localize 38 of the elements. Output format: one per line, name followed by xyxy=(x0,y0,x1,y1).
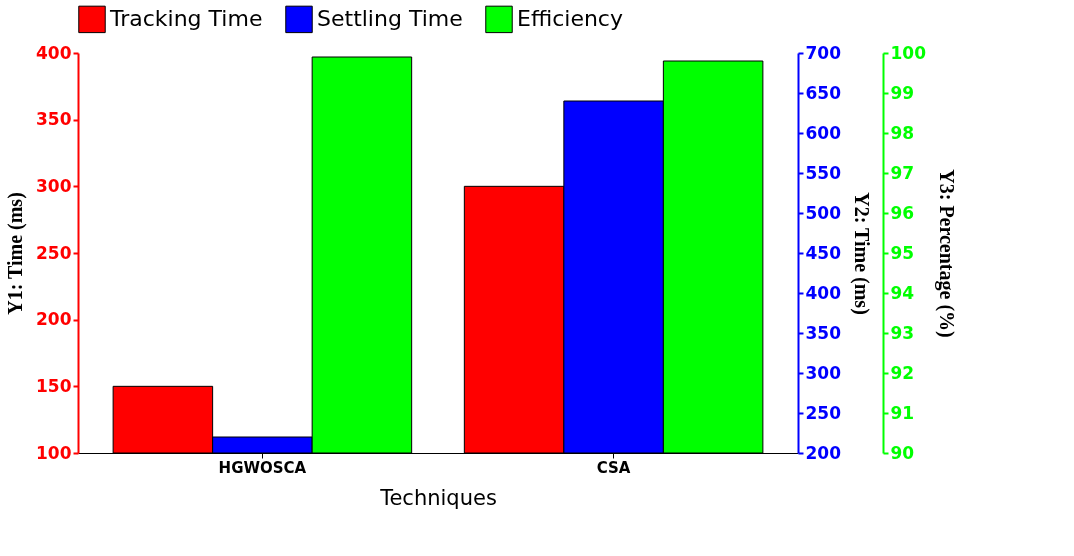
x-tick-label: HGWOSCA xyxy=(218,458,307,477)
y3-tick-label: 94 xyxy=(890,282,915,303)
y-tick-label: 300 xyxy=(36,175,72,196)
y2-tick-label: 250 xyxy=(805,402,842,423)
y3-tick-label: 96 xyxy=(890,202,915,223)
y2-tick-label: 700 xyxy=(805,42,842,63)
y2-tick-label: 550 xyxy=(805,162,842,183)
y2-tick-label: 400 xyxy=(805,282,842,303)
y2-tick-label: 650 xyxy=(805,82,842,103)
y3-axis-title: Y3: Percentage (%) xyxy=(934,169,958,338)
x-axis-title: Techniques xyxy=(379,485,497,510)
y3-tick-label: 100 xyxy=(890,42,927,63)
y2-tick-label: 600 xyxy=(805,122,842,143)
y-tick-label: 200 xyxy=(36,309,72,330)
legend-label: Efficiency xyxy=(517,6,623,32)
y2-tick-label: 450 xyxy=(805,242,842,263)
legend-label: Tracking Time xyxy=(109,6,263,32)
y3-tick-label: 99 xyxy=(890,82,915,103)
y-tick-label: 100 xyxy=(36,442,72,463)
y2-tick-label: 200 xyxy=(805,442,842,463)
y-axis-title: Y1: Time (ms) xyxy=(4,192,28,315)
y3-tick-label: 98 xyxy=(890,122,915,143)
y-tick-label: 150 xyxy=(36,375,72,396)
y2-tick-label: 350 xyxy=(805,322,842,343)
y-tick-label: 400 xyxy=(36,42,72,63)
y3-tick-label: 90 xyxy=(890,442,915,463)
legend-label: Settling Time xyxy=(317,6,463,32)
x-tick-label: CSA xyxy=(596,458,631,477)
y3-tick-label: 92 xyxy=(890,362,915,383)
y-tick-label: 250 xyxy=(36,242,72,263)
y-tick-label: 350 xyxy=(36,109,72,130)
y2-axis-title: Y2: Time (ms) xyxy=(849,192,873,315)
y3-tick-label: 93 xyxy=(890,322,915,343)
y3-tick-label: 97 xyxy=(890,162,915,183)
y3-tick-label: 91 xyxy=(890,402,915,423)
y2-tick-label: 300 xyxy=(805,362,842,383)
y2-tick-label: 500 xyxy=(805,202,842,223)
y3-tick-label: 95 xyxy=(890,242,915,263)
